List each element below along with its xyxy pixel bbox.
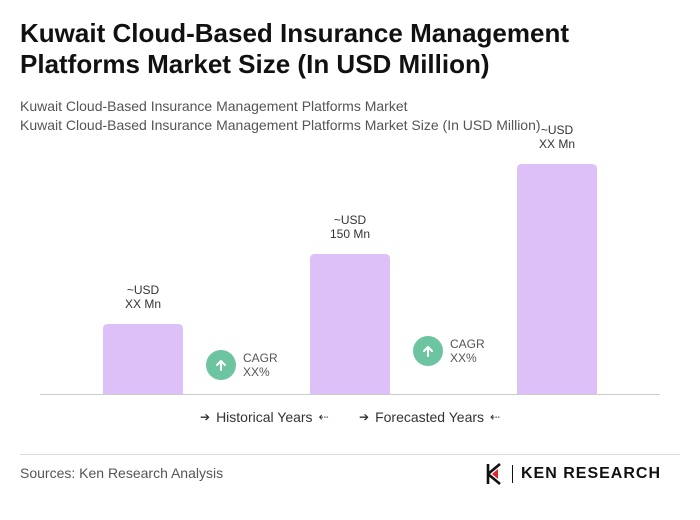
cagr-label: XX%: [243, 365, 270, 379]
legend-historical-label: Historical Years: [216, 409, 313, 425]
arrow-left-icon: ⇠: [490, 410, 501, 424]
bar-value-label: ~USD: [334, 213, 367, 227]
arrow-up-icon: [423, 346, 433, 357]
bar-value-label: 150 Mn: [330, 227, 370, 241]
logo-text: KEN RESEARCH: [521, 465, 662, 482]
footer-divider: [20, 454, 680, 455]
arrow-up-icon: [216, 360, 226, 371]
ken-research-logo: KEN RESEARCH: [486, 463, 661, 485]
arrow-left-icon: ⇠: [318, 410, 329, 424]
bar-1: [103, 324, 183, 394]
cagr-label: CAGR: [243, 351, 278, 365]
chart-title: Kuwait Cloud-Based Insurance Management …: [20, 18, 569, 79]
sources-note: Sources: Ken Research Analysis: [20, 465, 224, 481]
arrow-right-icon: ➔: [200, 410, 211, 424]
legend-historical: ➔ Historical Years ⇠: [200, 409, 329, 425]
legend-forecasted: ➔ Forecasted Years ⇠: [359, 409, 500, 425]
chart-subtitle-primary: Kuwait Cloud-Based Insurance Management …: [20, 98, 408, 114]
cagr-label: XX%: [450, 351, 477, 365]
legend-forecasted-label: Forecasted Years: [375, 409, 485, 425]
bar-3: [517, 164, 597, 394]
bar-2: [310, 254, 390, 394]
bar-value-label: XX Mn: [125, 297, 161, 311]
bar-value-label: ~USD: [541, 123, 574, 137]
chart-subtitle-secondary: Kuwait Cloud-Based Insurance Management …: [20, 117, 541, 133]
logo-separator: [512, 465, 513, 483]
ken-logo-icon: [486, 463, 501, 485]
bar-value-label: ~USD: [127, 283, 160, 297]
cagr-label: CAGR: [450, 337, 485, 351]
arrow-right-icon: ➔: [359, 410, 370, 424]
bar-value-label: XX Mn: [539, 137, 575, 151]
